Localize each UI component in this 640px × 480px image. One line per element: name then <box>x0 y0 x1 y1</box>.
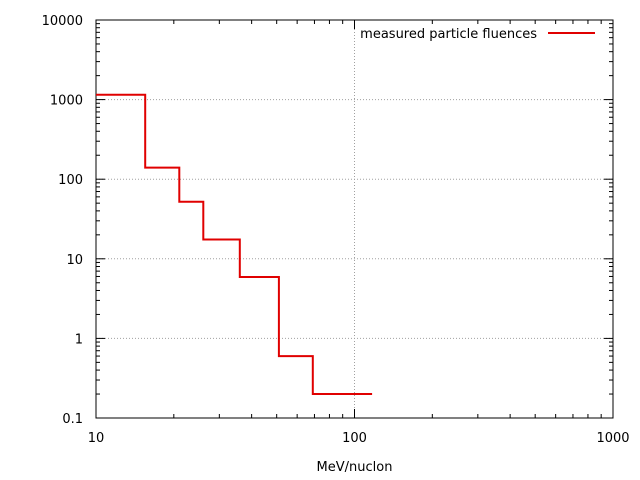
plot-frame <box>95 19 614 419</box>
x-tick-label: 10 <box>88 431 105 446</box>
tick-labels: 0.1 1 10 100 1000 10000 10 100 1000 <box>42 14 630 446</box>
legend-label: measured particle fluences <box>360 27 537 42</box>
y-tick-label: 0.1 <box>62 412 83 427</box>
grid <box>96 20 613 418</box>
y-tick-label: 10000 <box>42 14 83 29</box>
series-group <box>96 93 373 395</box>
y-tick-label: 10 <box>66 253 83 268</box>
y-tick-label: 100 <box>58 173 83 188</box>
x-axis-label: MeV/nuclon <box>317 460 393 475</box>
y-tick-label: 1 <box>75 332 83 347</box>
series-line <box>96 93 373 395</box>
x-tick-label: 100 <box>342 431 367 446</box>
y-tick-label: 1000 <box>50 94 83 109</box>
legend: measured particle fluences <box>360 27 595 42</box>
x-tick-label: 1000 <box>596 431 629 446</box>
